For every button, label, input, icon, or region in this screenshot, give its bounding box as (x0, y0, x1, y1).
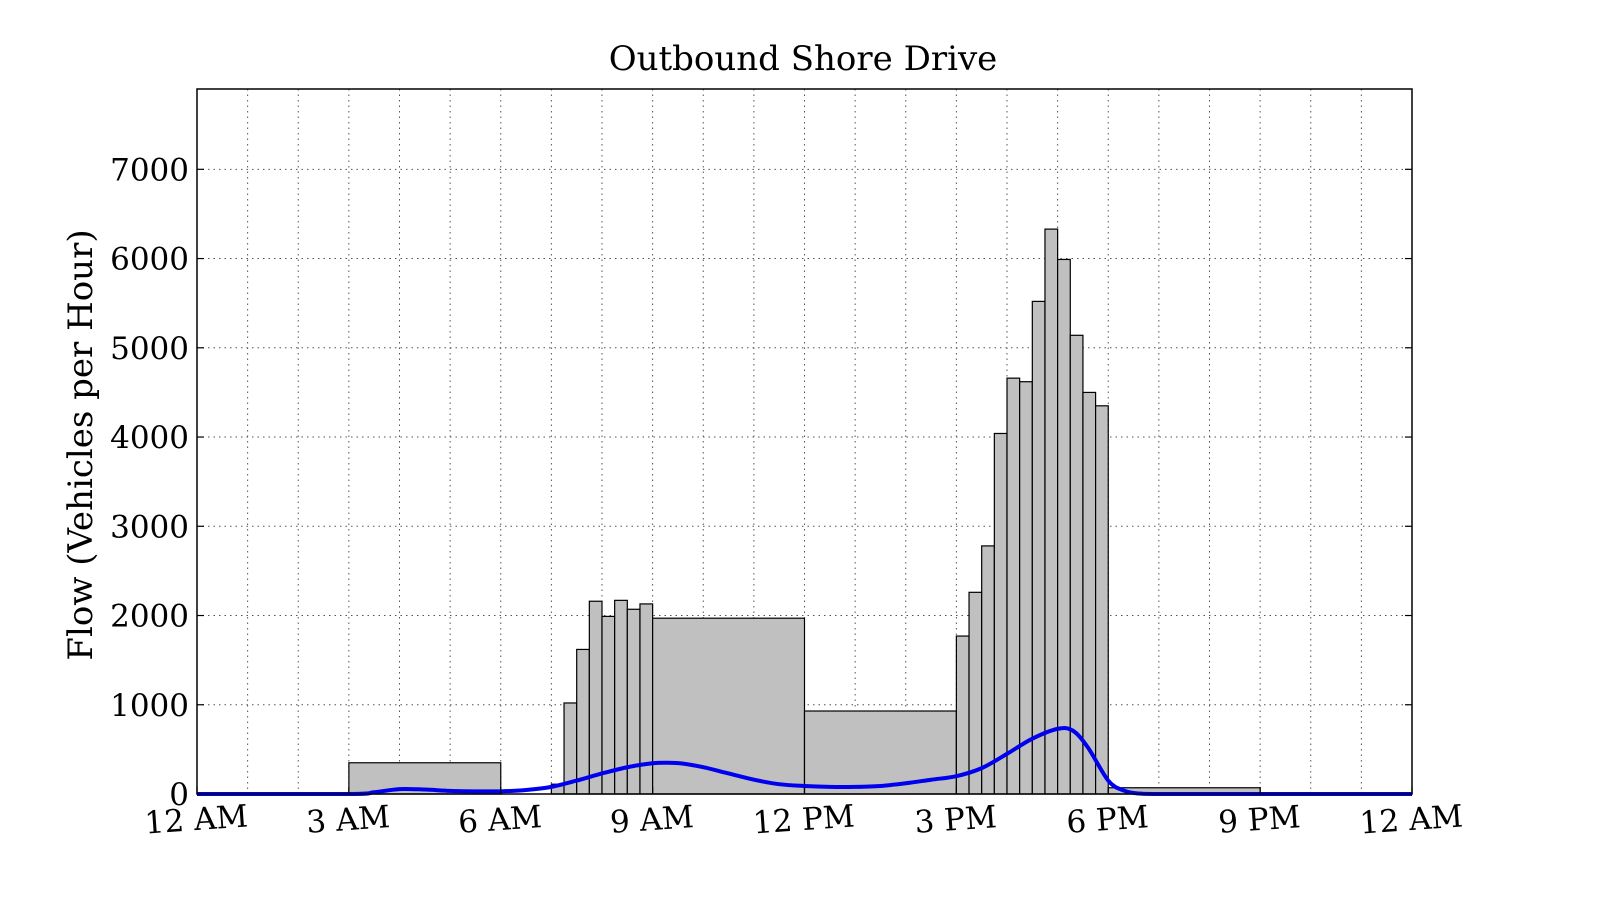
y-tick-label: 2000 (110, 599, 189, 635)
histogram-bar (652, 617, 806, 795)
histogram-bar (968, 591, 983, 795)
histogram-bar (588, 600, 603, 795)
y-tick-label: 5000 (110, 331, 189, 367)
histogram-bar (993, 432, 1008, 795)
histogram-bar (955, 635, 970, 795)
histogram-bar (1006, 377, 1021, 795)
histogram-bar (1069, 334, 1084, 795)
histogram-bar (803, 710, 957, 795)
y-tick-label: 4000 (110, 420, 189, 456)
histogram-bar (614, 599, 628, 795)
y-tick-label: 3000 (110, 509, 189, 545)
x-tick-label: 12 PM (752, 799, 856, 842)
series-line (197, 726, 1412, 797)
x-tick-label: 9 AM (609, 799, 695, 841)
x-tick-label: 3 PM (913, 799, 997, 841)
histogram-bar (1019, 381, 1033, 795)
histogram-bar (981, 545, 995, 795)
y-tick-label: 0 (169, 777, 189, 813)
y-ticks: 0 1000 2000 3000 4000 5000 6000 7000 (110, 152, 1412, 813)
histogram-bar (576, 648, 590, 795)
x-tick-label: 12 AM (143, 798, 249, 841)
histogram-bar (1057, 258, 1071, 795)
histogram-bar (1031, 300, 1046, 795)
chart-title: Outbound Shore Drive (609, 39, 998, 79)
histogram-bar (1094, 405, 1109, 795)
y-axis-label: Flow (Vehicles per Hour) (61, 229, 101, 660)
x-ticks: 12 AM 3 AM 6 AM 9 AM 12 PM 3 PM 6 PM 9 PM 12 AM (143, 787, 1464, 842)
histogram-bar (1082, 391, 1097, 795)
y-tick-label: 7000 (110, 152, 189, 188)
x-tick-label: 12 AM (1358, 798, 1464, 841)
x-tick-label: 6 AM (457, 799, 543, 841)
y-tick-label: 6000 (110, 242, 189, 278)
histogram-bar (1044, 228, 1059, 795)
x-tick-label: 9 PM (1217, 799, 1301, 841)
y-tick-label: 1000 (110, 688, 189, 724)
flow-curve (197, 726, 1412, 797)
x-tick-label: 6 PM (1065, 799, 1149, 841)
histogram-bars (348, 228, 1261, 795)
histogram-bar (601, 615, 616, 795)
x-tick-label: 3 AM (305, 799, 391, 841)
